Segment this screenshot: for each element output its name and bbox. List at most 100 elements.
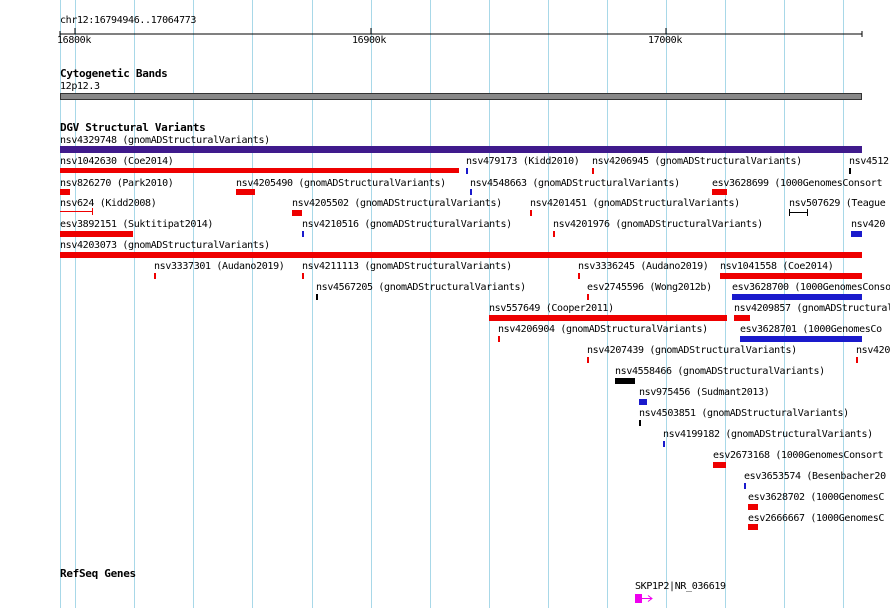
ruler xyxy=(59,28,863,37)
variant-feature-nsv4207439[interactable] xyxy=(587,357,589,363)
variant-label-nsv4211113[interactable]: nsv4211113 (gnomADStructuralVariants) xyxy=(302,261,512,272)
variant-feature-nsv4558466[interactable] xyxy=(615,378,635,384)
variant-feature-nsv4503851[interactable] xyxy=(639,420,641,426)
variant-feature-esv3653574[interactable] xyxy=(744,483,746,489)
variant-label-nsv507629[interactable]: nsv507629 (Teague xyxy=(789,198,886,209)
variant-feature-nsv1041558[interactable] xyxy=(720,273,862,279)
variant-feature-nsv4329748[interactable] xyxy=(60,146,862,153)
variant-feature-nsv4201451[interactable] xyxy=(530,210,532,216)
variant-feature-nsv557649[interactable] xyxy=(489,315,727,321)
variant-label-nsv557649[interactable]: nsv557649 (Cooper2011) xyxy=(489,303,614,314)
variant-label-nsv4210516[interactable]: nsv4210516 (gnomADStructuralVariants) xyxy=(302,219,512,230)
variant-feature-nsv3337301[interactable] xyxy=(154,273,156,279)
variant-label-nsv479173[interactable]: nsv479173 (Kidd2010) xyxy=(466,156,580,167)
variant-label-esv2673168[interactable]: esv2673168 (1000GenomesConsort xyxy=(713,450,884,461)
variant-label-esv3628700[interactable]: esv3628700 (1000GenomesConsort xyxy=(732,282,890,293)
variant-feature-nsv479173[interactable] xyxy=(466,168,468,174)
variant-feature-nsv420[interactable] xyxy=(856,357,858,363)
variant-label-nsv4209857[interactable]: nsv4209857 (gnomADStructuralVar xyxy=(734,303,890,314)
variant-feature-nsv4512[interactable] xyxy=(849,168,851,174)
grid-line xyxy=(60,0,61,608)
grid-line xyxy=(607,0,608,608)
ruler-tick-label: 16800k xyxy=(57,35,92,46)
variant-feature-esv3892151[interactable] xyxy=(60,231,133,237)
variant-label-nsv4207439[interactable]: nsv4207439 (gnomADStructuralVariants) xyxy=(587,345,797,356)
variant-label-esv3653574[interactable]: esv3653574 (Besenbacher20 xyxy=(744,471,886,482)
grid-line xyxy=(489,0,490,608)
variant-label-nsv4201451[interactable]: nsv4201451 (gnomADStructuralVariants) xyxy=(530,198,740,209)
variant-label-nsv4567205[interactable]: nsv4567205 (gnomADStructuralVariants) xyxy=(316,282,526,293)
grid-line xyxy=(134,0,135,608)
variant-feature-esv2745596[interactable] xyxy=(587,294,589,300)
variant-label-nsv826270[interactable]: nsv826270 (Park2010) xyxy=(60,178,174,189)
variant-label-nsv4548663[interactable]: nsv4548663 (gnomADStructuralVariants) xyxy=(470,178,680,189)
grid-line xyxy=(784,0,785,608)
variant-label-nsv4206945[interactable]: nsv4206945 (gnomADStructuralVariants) xyxy=(592,156,802,167)
grid-line xyxy=(252,0,253,608)
variant-label-nsv4206904[interactable]: nsv4206904 (gnomADStructuralVariants) xyxy=(498,324,708,335)
variant-feature-nsv4205490[interactable] xyxy=(236,189,255,195)
variant-feature-esv3628702[interactable] xyxy=(748,504,758,510)
variant-label-nsv4203073[interactable]: nsv4203073 (gnomADStructuralVariants) xyxy=(60,240,270,251)
grid-line xyxy=(75,0,76,608)
variant-feature-nsv4206945[interactable] xyxy=(592,168,594,174)
ruler-tick-label: 16900k xyxy=(352,35,387,46)
grid-line xyxy=(371,0,372,608)
dgv-track-title[interactable]: DGV Structural Variants xyxy=(60,121,206,134)
cytoband-bar[interactable] xyxy=(60,93,862,100)
variant-feature-nsv4201976[interactable] xyxy=(553,231,555,237)
variant-label-nsv3337301[interactable]: nsv3337301 (Audano2019) xyxy=(154,261,285,272)
variant-label-esv2745596[interactable]: esv2745596 (Wong2012b) xyxy=(587,282,712,293)
variant-label-nsv3336245[interactable]: nsv3336245 (Audano2019) xyxy=(578,261,709,272)
variant-feature-nsv4203073[interactable] xyxy=(60,252,862,258)
cytoband-track-title[interactable]: Cytogenetic Bands xyxy=(60,67,168,80)
variant-feature-nsv4209857[interactable] xyxy=(734,315,750,321)
variant-label-nsv1042630[interactable]: nsv1042630 (Coe2014) xyxy=(60,156,174,167)
variant-feature-nsv4210516[interactable] xyxy=(302,231,304,237)
variant-label-nsv624[interactable]: nsv624 (Kidd2008) xyxy=(60,198,157,209)
variant-label-nsv4329748[interactable]: nsv4329748 (gnomADStructuralVariants) xyxy=(60,135,270,146)
variant-label-esv3628702[interactable]: esv3628702 (1000GenomesC xyxy=(748,492,885,503)
variant-label-esv3628699[interactable]: esv3628699 (1000GenomesConsort xyxy=(712,178,883,189)
cytoband-label: 12p12.3 xyxy=(60,81,100,92)
variant-feature-nsv975456[interactable] xyxy=(639,399,647,405)
gene-feature[interactable] xyxy=(635,594,642,603)
variant-label-esv3628701[interactable]: esv3628701 (1000GenomesCo xyxy=(740,324,882,335)
variant-label-nsv4199182[interactable]: nsv4199182 (gnomADStructuralVariants) xyxy=(663,429,873,440)
variant-label-nsv4503851[interactable]: nsv4503851 (gnomADStructuralVariants) xyxy=(639,408,849,419)
gene-label[interactable]: SKP1P2|NR_036619 xyxy=(635,581,726,592)
variant-feature-nsv4567205[interactable] xyxy=(316,294,318,300)
variant-feature-nsv507629[interactable] xyxy=(789,212,808,213)
variant-label-nsv4205502[interactable]: nsv4205502 (gnomADStructuralVariants) xyxy=(292,198,502,209)
grid-line xyxy=(725,0,726,608)
refseq-track-title[interactable]: RefSeq Genes xyxy=(60,567,136,580)
variant-label-nsv1041558[interactable]: nsv1041558 (Coe2014) xyxy=(720,261,834,272)
variant-label-esv3892151[interactable]: esv3892151 (Suktitipat2014) xyxy=(60,219,214,230)
variant-label-nsv975456[interactable]: nsv975456 (Sudmant2013) xyxy=(639,387,770,398)
variant-label-nsv4558466[interactable]: nsv4558466 (gnomADStructuralVariants) xyxy=(615,366,825,377)
gene-strand-arrow-icon xyxy=(642,595,653,602)
variant-feature-nsv4205502[interactable] xyxy=(292,210,302,216)
variant-feature-nsv4206904[interactable] xyxy=(498,336,500,342)
variant-label-nsv4512[interactable]: nsv4512 xyxy=(849,156,889,167)
variant-feature-nsv420[interactable] xyxy=(851,231,862,237)
variant-feature-nsv4211113[interactable] xyxy=(302,273,304,279)
grid-line xyxy=(843,0,844,608)
variant-feature-esv3628700[interactable] xyxy=(732,294,862,300)
variant-feature-nsv1042630[interactable] xyxy=(60,168,459,173)
variant-feature-nsv624[interactable] xyxy=(60,211,93,212)
variant-feature-nsv4199182[interactable] xyxy=(663,441,665,447)
variant-feature-nsv4548663[interactable] xyxy=(470,189,472,195)
variant-label-nsv420[interactable]: nsv420 xyxy=(856,345,890,356)
variant-feature-esv2673168[interactable] xyxy=(713,462,726,468)
grid-line xyxy=(312,0,313,608)
variant-feature-nsv826270[interactable] xyxy=(60,189,70,195)
variant-label-esv2666667[interactable]: esv2666667 (1000GenomesC xyxy=(748,513,885,524)
variant-label-nsv4201976[interactable]: nsv4201976 (gnomADStructuralVariants) xyxy=(553,219,763,230)
variant-label-nsv420[interactable]: nsv420 xyxy=(851,219,886,230)
variant-feature-nsv3336245[interactable] xyxy=(578,273,580,279)
variant-feature-esv3628699[interactable] xyxy=(712,189,727,195)
variant-feature-esv3628701[interactable] xyxy=(740,336,862,342)
variant-label-nsv4205490[interactable]: nsv4205490 (gnomADStructuralVariants) xyxy=(236,178,446,189)
variant-feature-esv2666667[interactable] xyxy=(748,524,758,530)
